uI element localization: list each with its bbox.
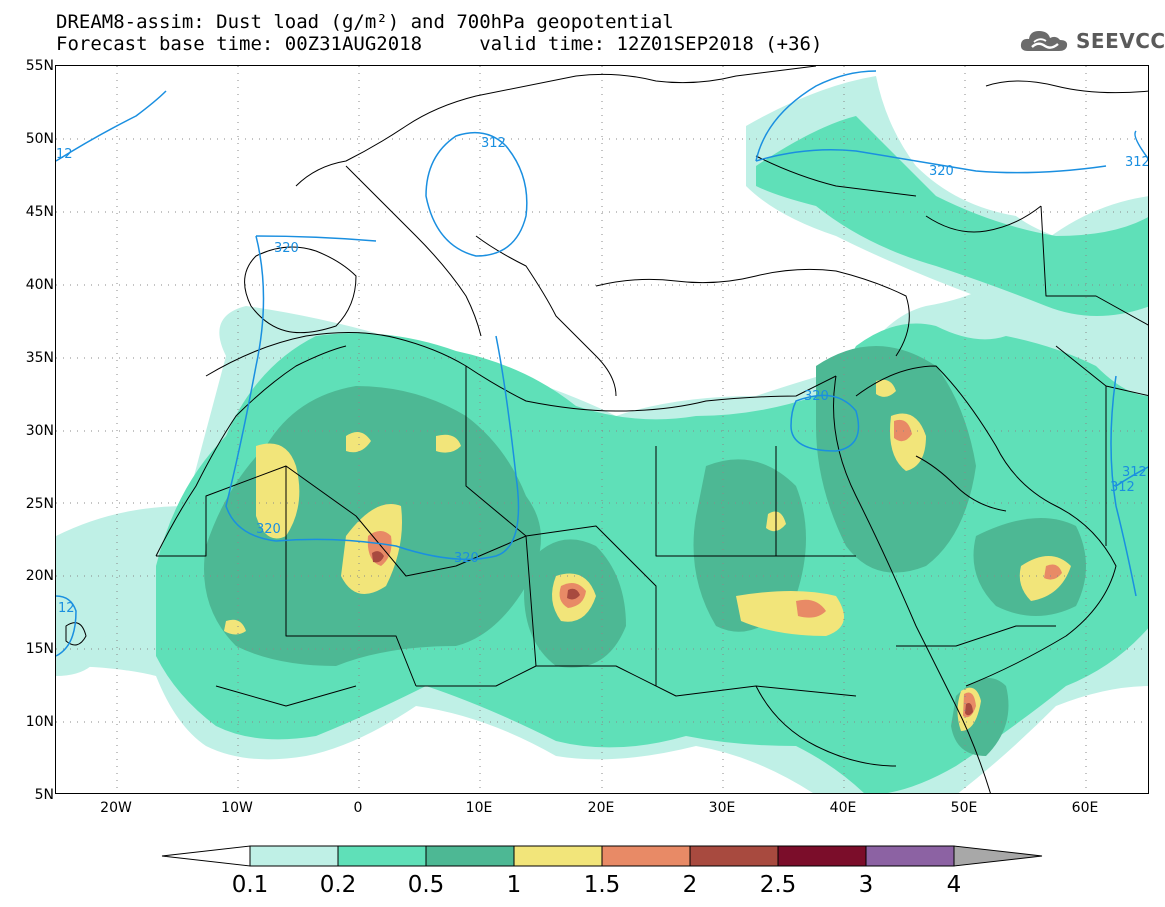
contour-label: 12 bbox=[58, 601, 75, 616]
colorbar-label: 2 bbox=[682, 872, 698, 898]
dust-level-2 bbox=[372, 551, 973, 716]
colorbar-low-end bbox=[161, 845, 251, 867]
contour-label: 312 bbox=[481, 136, 506, 151]
colorbar-swatch bbox=[337, 845, 427, 867]
lat-label: 15N bbox=[25, 641, 54, 657]
cloud-icon bbox=[1020, 31, 1068, 51]
lat-label: 20N bbox=[25, 568, 54, 584]
lat-label: 50N bbox=[25, 131, 54, 147]
seevccc-logo: SEEVCCC bbox=[1018, 26, 1165, 56]
lat-label: 10N bbox=[25, 714, 54, 730]
colorbar-swatch bbox=[689, 845, 779, 867]
lat-label: 45N bbox=[25, 204, 54, 220]
lat-label: 40N bbox=[25, 277, 54, 293]
contour-label: 312 bbox=[1110, 480, 1135, 495]
geopotential-contours bbox=[56, 70, 1148, 657]
colorbar-high-end bbox=[953, 845, 1043, 867]
lon-label: 0 bbox=[353, 800, 363, 816]
lon-label: 60E bbox=[1071, 800, 1099, 816]
forecast-time-line: Forecast base time: 00Z31AUG2018 valid t… bbox=[56, 33, 823, 55]
colorbar-label: 0.5 bbox=[407, 872, 445, 898]
colorbar-label: 2.5 bbox=[759, 872, 797, 898]
lat-label: 55N bbox=[25, 58, 54, 74]
map-panel: 312 312 320 320 320 320 12 12 320 312 31… bbox=[55, 65, 1149, 794]
colorbar-label: 1.5 bbox=[583, 872, 621, 898]
contour-label: 320 bbox=[929, 164, 954, 179]
colorbar-swatch bbox=[601, 845, 691, 867]
lat-label: 25N bbox=[25, 496, 54, 512]
colorbar-swatch bbox=[777, 845, 867, 867]
contour-label: 320 bbox=[274, 241, 299, 256]
lon-label: 40E bbox=[829, 800, 857, 816]
colorbar-label: 0.1 bbox=[231, 872, 269, 898]
contour-labels: 312 312 320 320 320 320 12 12 320 312 31… bbox=[56, 136, 1149, 616]
lon-label: 20E bbox=[587, 800, 615, 816]
colorbar-swatch bbox=[425, 845, 515, 867]
colorbar-label: 0.2 bbox=[319, 872, 357, 898]
colorbar-label: 1 bbox=[506, 872, 522, 898]
lon-label: 50E bbox=[950, 800, 978, 816]
dust-load-map: 312 312 320 320 320 320 12 12 320 312 31… bbox=[56, 66, 1149, 793]
contour-label: 312 bbox=[1122, 465, 1147, 480]
map-title: DREAM8-assim: Dust load (g/m²) and 700hP… bbox=[56, 11, 674, 33]
contour-label: 312 bbox=[1125, 155, 1149, 170]
lon-label: 10E bbox=[465, 800, 493, 816]
colorbar bbox=[161, 845, 1043, 867]
lat-label: 5N bbox=[34, 787, 54, 803]
colorbar-label: 3 bbox=[858, 872, 874, 898]
contour-label: 320 bbox=[804, 389, 829, 404]
colorbar-swatch bbox=[249, 845, 339, 867]
colorbar-swatch bbox=[865, 845, 955, 867]
lat-label: 30N bbox=[25, 423, 54, 439]
lon-label: 10W bbox=[221, 800, 253, 816]
contour-label: 320 bbox=[256, 522, 281, 537]
lat-label: 35N bbox=[25, 350, 54, 366]
colorbar-swatch bbox=[513, 845, 603, 867]
contour-label: 320 bbox=[454, 551, 479, 566]
lon-label: 30E bbox=[708, 800, 736, 816]
logo-text: SEEVCCC bbox=[1076, 29, 1165, 53]
country-borders bbox=[65, 66, 1148, 793]
colorbar-label: 4 bbox=[946, 872, 962, 898]
graticule bbox=[56, 66, 1148, 793]
lon-label: 20W bbox=[100, 800, 132, 816]
contour-label: 12 bbox=[56, 147, 73, 162]
